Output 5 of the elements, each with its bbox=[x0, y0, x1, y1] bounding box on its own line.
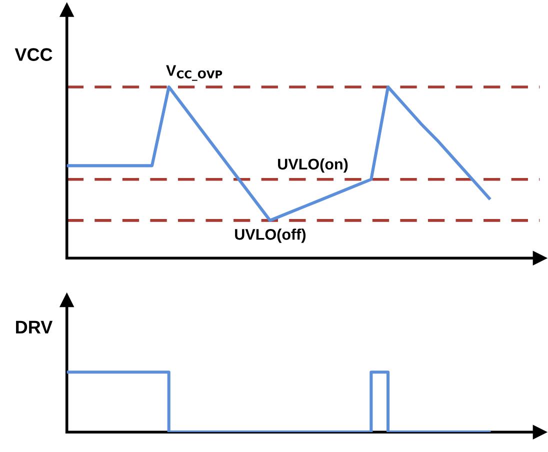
y-axis-title: DRV bbox=[16, 320, 53, 334]
ref-line-label: UVLO(off) bbox=[235, 228, 306, 243]
ref-line-label: V$_{CC_OVP}$ bbox=[166, 65, 222, 81]
ref-line-label: UVLO(on) bbox=[278, 158, 348, 173]
y-axis-title: VCC bbox=[14, 48, 52, 61]
